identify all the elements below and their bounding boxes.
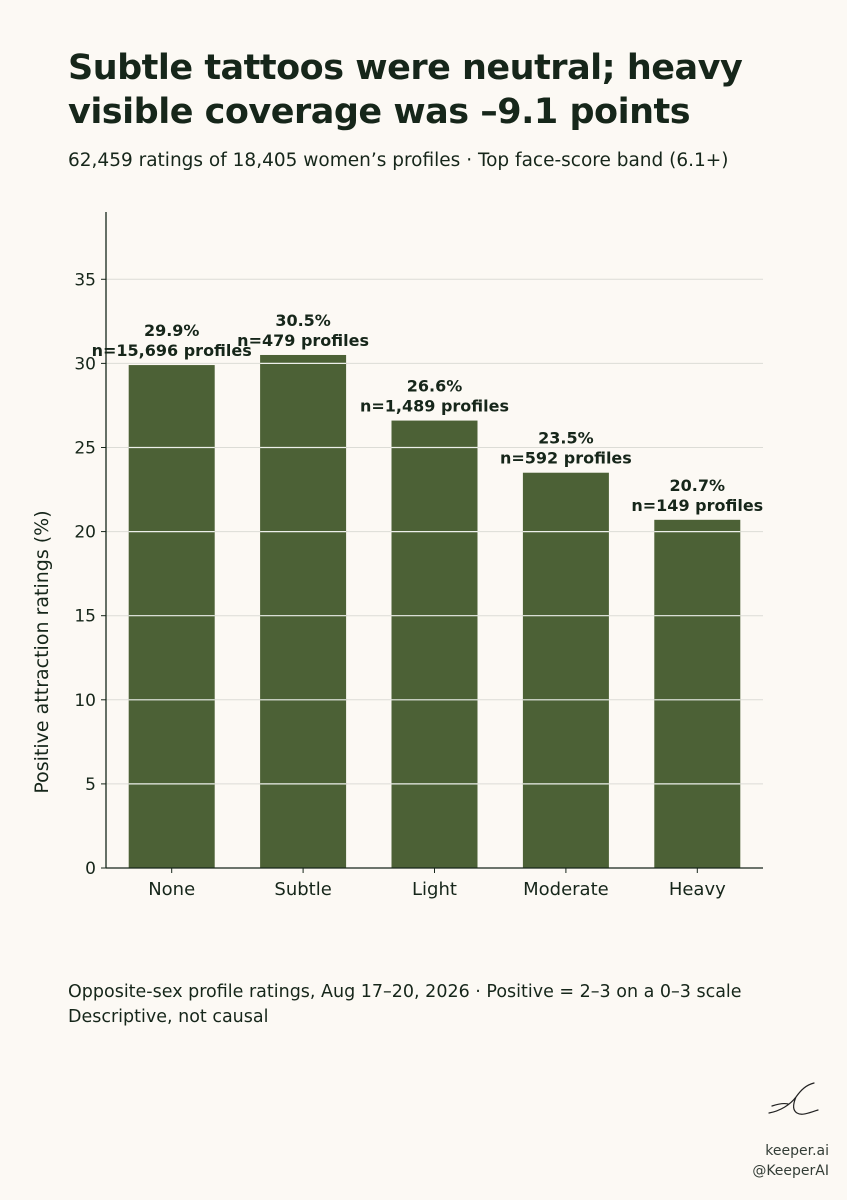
- x-tick-label: Heavy: [669, 879, 726, 900]
- data-label-n: n=149 profiles: [631, 496, 763, 515]
- brand: keeper.ai @KeeperAI: [752, 1141, 829, 1181]
- y-tick-label: 35: [74, 270, 96, 290]
- y-tick-label: 0: [85, 859, 96, 879]
- x-tick-label: Subtle: [274, 879, 331, 900]
- data-label-n: n=592 profiles: [500, 449, 632, 468]
- chart-subtitle: 62,459 ratings of 18,405 women’s profile…: [68, 150, 729, 171]
- y-tick-label: 15: [74, 607, 96, 627]
- x-tick-label: Light: [412, 879, 457, 900]
- data-label-value: 23.5%: [538, 429, 594, 448]
- data-label-value: 29.9%: [144, 321, 200, 340]
- footnote-line-2: Descriptive, not causal: [68, 1007, 269, 1027]
- brand-handle: @KeeperAI: [752, 1163, 829, 1179]
- footnote-line-1: Opposite-sex profile ratings, Aug 17–20,…: [68, 982, 742, 1002]
- y-tick-label: 25: [74, 438, 96, 458]
- bar-moderate: [522, 472, 609, 868]
- data-label-n: n=1,489 profiles: [360, 397, 509, 416]
- bar-chart: 0 5 10 15 20 25 30 35 29.9%n=15,696 profiles None…: [31, 212, 763, 900]
- x-tick-label: None: [148, 879, 195, 900]
- axes: [101, 212, 763, 873]
- y-axis-label: Positive attraction ratings (%): [31, 510, 53, 793]
- y-tick-label: 5: [85, 775, 96, 795]
- bars: [128, 354, 741, 868]
- y-tick-label: 10: [74, 691, 96, 711]
- footnote: Opposite-sex profile ratings, Aug 17–20,…: [68, 980, 742, 1030]
- bar-light: [391, 420, 478, 868]
- data-label-value: 26.6%: [407, 377, 463, 396]
- data-label-value: 30.5%: [275, 311, 331, 330]
- data-label-value: 20.7%: [670, 476, 726, 495]
- x-tick-label: Moderate: [523, 879, 609, 900]
- keeper-logo-icon: [768, 1082, 819, 1115]
- y-tick-label: 20: [74, 523, 96, 543]
- data-label-n: n=15,696 profiles: [92, 341, 252, 360]
- bar-heavy: [654, 519, 741, 868]
- chart-title: Subtle tattoos were neutral; heavy visib…: [68, 48, 743, 132]
- bar-subtle: [260, 354, 347, 868]
- data-label-n: n=479 profiles: [237, 331, 369, 350]
- bar-none: [128, 365, 215, 868]
- labels: 0 5 10 15 20 25 30 35 29.9%n=15,696 profiles None…: [74, 270, 763, 900]
- y-tick-label: 30: [74, 354, 96, 374]
- brand-site: keeper.ai: [765, 1143, 829, 1159]
